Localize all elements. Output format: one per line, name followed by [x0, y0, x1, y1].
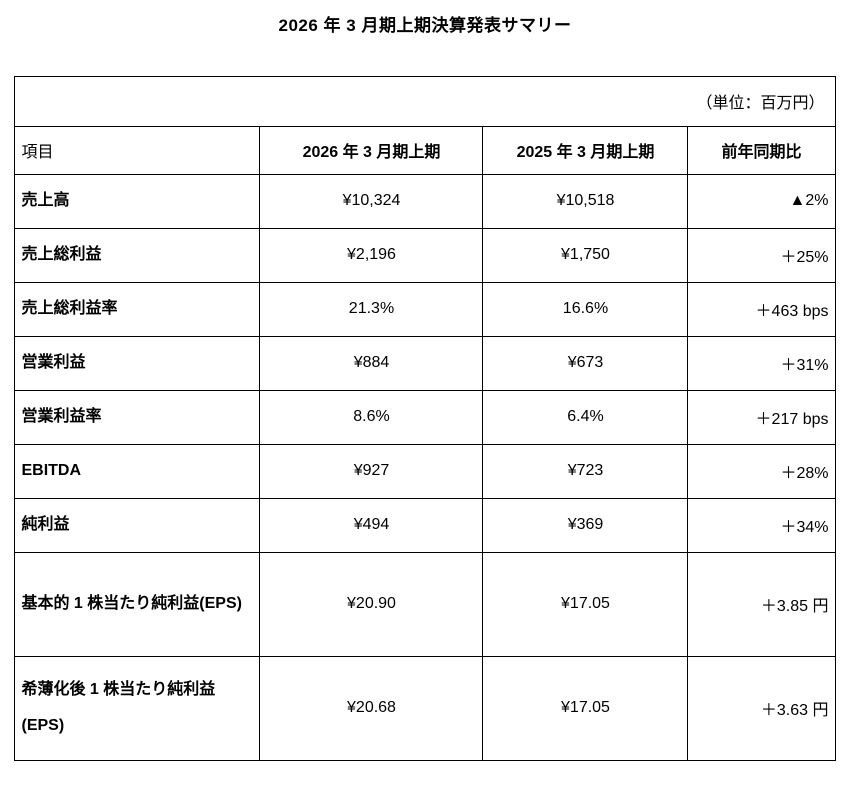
value-fy2025: ¥1,750 [482, 227, 689, 283]
value-fy2026: ¥884 [259, 335, 484, 391]
page-title: 2026 年 3 月期上期決算発表サマリー [278, 16, 572, 35]
value-fy2026: ¥20.90 [259, 551, 484, 657]
row-label: 希薄化後 1 株当たり純利益(EPS) [14, 655, 261, 761]
value-yoy: ＋217 bps [687, 389, 836, 445]
value-fy2025: ¥723 [482, 443, 689, 499]
value-fy2025: ¥369 [482, 497, 689, 553]
table-row-basic-eps: 基本的 1 株当たり純利益(EPS) ¥20.90 ¥17.05 ＋3.85 円 [14, 551, 836, 657]
value-yoy: ▲2% [687, 173, 836, 229]
table-row-operating-margin: 営業利益率 8.6% 6.4% ＋217 bps [14, 389, 836, 445]
value-fy2026: 21.3% [259, 281, 484, 337]
value-fy2025: ¥10,518 [482, 173, 689, 229]
row-label: EBITDA [14, 443, 261, 499]
row-label: 基本的 1 株当たり純利益(EPS) [14, 551, 261, 657]
row-label: 純利益 [14, 497, 261, 553]
header-fy2025-h1: 2025 年 3 月期上期 [482, 125, 689, 175]
row-label: 売上高 [14, 173, 261, 229]
value-yoy: ＋31% [687, 335, 836, 391]
table-header-row: 項目 2026 年 3 月期上期 2025 年 3 月期上期 前年同期比 [14, 125, 836, 175]
value-fy2026: ¥20.68 [259, 655, 484, 761]
value-fy2025: ¥17.05 [482, 655, 689, 761]
table-row-operating-income: 営業利益 ¥884 ¥673 ＋31% [14, 335, 836, 391]
header-yoy: 前年同期比 [687, 125, 836, 175]
header-fy2026-h1: 2026 年 3 月期上期 [259, 125, 484, 175]
value-fy2025: 6.4% [482, 389, 689, 445]
value-fy2025: ¥17.05 [482, 551, 689, 657]
row-label: 営業利益率 [14, 389, 261, 445]
row-label: 営業利益 [14, 335, 261, 391]
row-label: 売上総利益率 [14, 281, 261, 337]
table-row-gross-margin: 売上総利益率 21.3% 16.6% ＋463 bps [14, 281, 836, 337]
value-yoy: ＋463 bps [687, 281, 836, 337]
value-fy2025: ¥673 [482, 335, 689, 391]
value-yoy: ＋3.63 円 [687, 655, 836, 761]
value-fy2026: ¥2,196 [259, 227, 484, 283]
unit-note: （単位：百万円） [14, 75, 836, 127]
table-row-gross-profit: 売上総利益 ¥2,196 ¥1,750 ＋25% [14, 227, 836, 283]
value-yoy: ＋28% [687, 443, 836, 499]
value-fy2026: ¥927 [259, 443, 484, 499]
value-yoy: ＋34% [687, 497, 836, 553]
value-yoy: ＋25% [687, 227, 836, 283]
row-label: 売上総利益 [14, 227, 261, 283]
table-row-diluted-eps: 希薄化後 1 株当たり純利益(EPS) ¥20.68 ¥17.05 ＋3.63 … [14, 655, 836, 761]
summary-table: （単位：百万円） 項目 2026 年 3 月期上期 2025 年 3 月期上期 … [14, 75, 836, 761]
table-row-net-income: 純利益 ¥494 ¥369 ＋34% [14, 497, 836, 553]
table-row-ebitda: EBITDA ¥927 ¥723 ＋28% [14, 443, 836, 499]
unit-note-row: （単位：百万円） [14, 75, 836, 127]
value-fy2026: 8.6% [259, 389, 484, 445]
header-item: 項目 [14, 125, 261, 175]
table-row-net-sales: 売上高 ¥10,324 ¥10,518 ▲2% [14, 173, 836, 229]
value-yoy: ＋3.85 円 [687, 551, 836, 657]
value-fy2025: 16.6% [482, 281, 689, 337]
value-fy2026: ¥10,324 [259, 173, 484, 229]
value-fy2026: ¥494 [259, 497, 484, 553]
